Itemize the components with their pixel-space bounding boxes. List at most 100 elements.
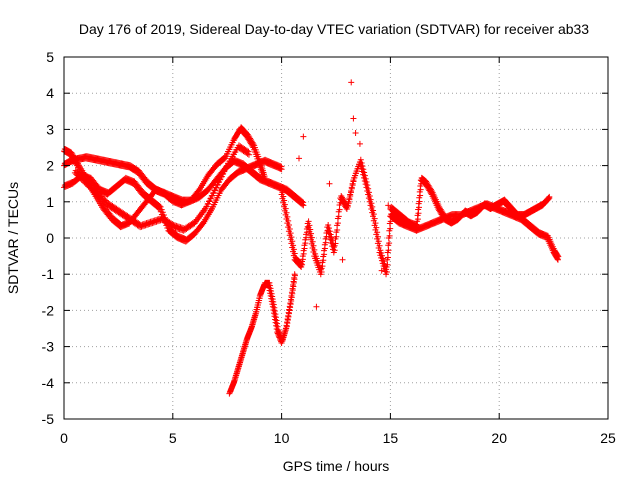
data-point	[363, 178, 370, 185]
data-point	[348, 79, 355, 86]
data-point	[300, 133, 307, 140]
data-point	[281, 197, 288, 204]
chart-title: Day 176 of 2019, Sidereal Day-to-day VTE…	[79, 21, 589, 37]
data-point	[365, 189, 372, 196]
data-point	[375, 238, 382, 245]
data-point	[350, 115, 357, 122]
data-point	[554, 256, 561, 263]
data-point	[385, 202, 392, 209]
y-tick-label: -5	[42, 411, 55, 427]
data-point	[281, 201, 288, 208]
data-point	[325, 225, 332, 232]
data-point	[365, 185, 372, 192]
data-point	[285, 217, 292, 224]
x-axis-label: GPS time / hours	[283, 458, 390, 474]
data-point	[329, 237, 336, 244]
data-point	[287, 230, 294, 237]
data-point	[372, 220, 379, 227]
data-point	[370, 207, 377, 214]
data-point	[291, 271, 298, 278]
data-point	[362, 175, 369, 182]
data-point	[361, 169, 368, 176]
y-tick-label: 2	[46, 158, 54, 174]
data-point	[306, 222, 313, 229]
data-point	[368, 200, 375, 207]
data-point	[359, 163, 366, 170]
data-point	[282, 205, 289, 212]
y-tick-label: 1	[46, 194, 54, 210]
data-point	[361, 172, 368, 179]
data-point	[274, 320, 281, 327]
data-point	[356, 140, 363, 147]
data-point	[311, 246, 318, 253]
axis-ticks: 0 5 10 15 20 25 -5 -4 -3 -2 -1 0 1 2 3 4 5	[42, 49, 616, 446]
data-point	[310, 242, 317, 249]
data-point	[278, 166, 285, 173]
data-point	[339, 256, 346, 263]
y-tick-label: 5	[46, 49, 54, 65]
data-point	[286, 226, 293, 233]
data-point	[313, 303, 320, 310]
data-point	[309, 238, 316, 245]
data-point	[352, 130, 359, 137]
data-point	[326, 180, 333, 187]
x-tick-label: 20	[491, 430, 507, 446]
data-point	[546, 195, 553, 202]
data-point	[360, 166, 367, 173]
data-point	[383, 269, 390, 276]
x-tick-label: 0	[60, 430, 68, 446]
data-point	[378, 267, 385, 274]
data-point	[328, 234, 335, 241]
data-point	[290, 246, 297, 253]
data-point	[325, 221, 332, 228]
data-point	[271, 304, 278, 311]
data-point	[326, 228, 333, 235]
data-point	[389, 206, 396, 213]
data-point	[384, 261, 391, 268]
data-point	[370, 211, 377, 218]
data-point	[386, 240, 393, 247]
data-point	[288, 234, 295, 241]
data-point	[261, 177, 268, 184]
data-point	[371, 215, 378, 222]
data-point	[364, 182, 371, 189]
y-tick-label: 0	[46, 230, 54, 246]
data-point	[327, 231, 334, 238]
data-point	[308, 230, 315, 237]
data-point	[271, 307, 278, 314]
y-axis-label: SDTVAR / TECUs	[5, 182, 21, 294]
data-point	[270, 301, 277, 308]
data-point	[285, 221, 292, 228]
data-point	[274, 323, 281, 330]
x-tick-label: 5	[169, 430, 177, 446]
data-point	[291, 250, 298, 257]
data-point	[385, 247, 392, 254]
data-point	[357, 156, 364, 163]
data-point	[272, 314, 279, 321]
data-points	[61, 79, 562, 397]
data-point	[366, 193, 373, 200]
data-point	[280, 193, 287, 200]
data-point	[296, 155, 303, 162]
data-point	[289, 238, 296, 245]
data-point	[245, 151, 252, 158]
data-point	[374, 233, 381, 240]
data-point	[300, 202, 307, 209]
data-point	[330, 244, 337, 251]
y-tick-label: 4	[46, 85, 54, 101]
data-point	[273, 317, 280, 324]
data-point	[308, 234, 315, 241]
data-point	[374, 229, 381, 236]
data-point	[369, 203, 376, 210]
x-tick-label: 10	[274, 430, 290, 446]
data-point	[376, 242, 383, 249]
data-point	[367, 196, 374, 203]
data-point	[387, 225, 394, 232]
y-tick-label: -3	[42, 339, 55, 355]
x-tick-label: 15	[383, 430, 399, 446]
data-point	[385, 254, 392, 261]
data-point	[386, 232, 393, 239]
